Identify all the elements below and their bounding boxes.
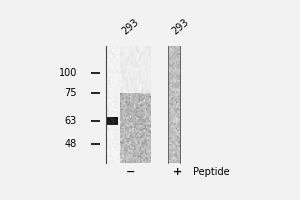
Text: 48: 48 [65,139,77,149]
Text: 63: 63 [65,116,77,126]
Text: +: + [172,167,182,177]
Text: 293: 293 [170,17,191,36]
Text: −: − [126,167,135,177]
Text: 100: 100 [59,68,77,78]
Text: Peptide: Peptide [193,167,230,177]
Text: 75: 75 [64,88,77,98]
Text: 293: 293 [121,17,141,36]
